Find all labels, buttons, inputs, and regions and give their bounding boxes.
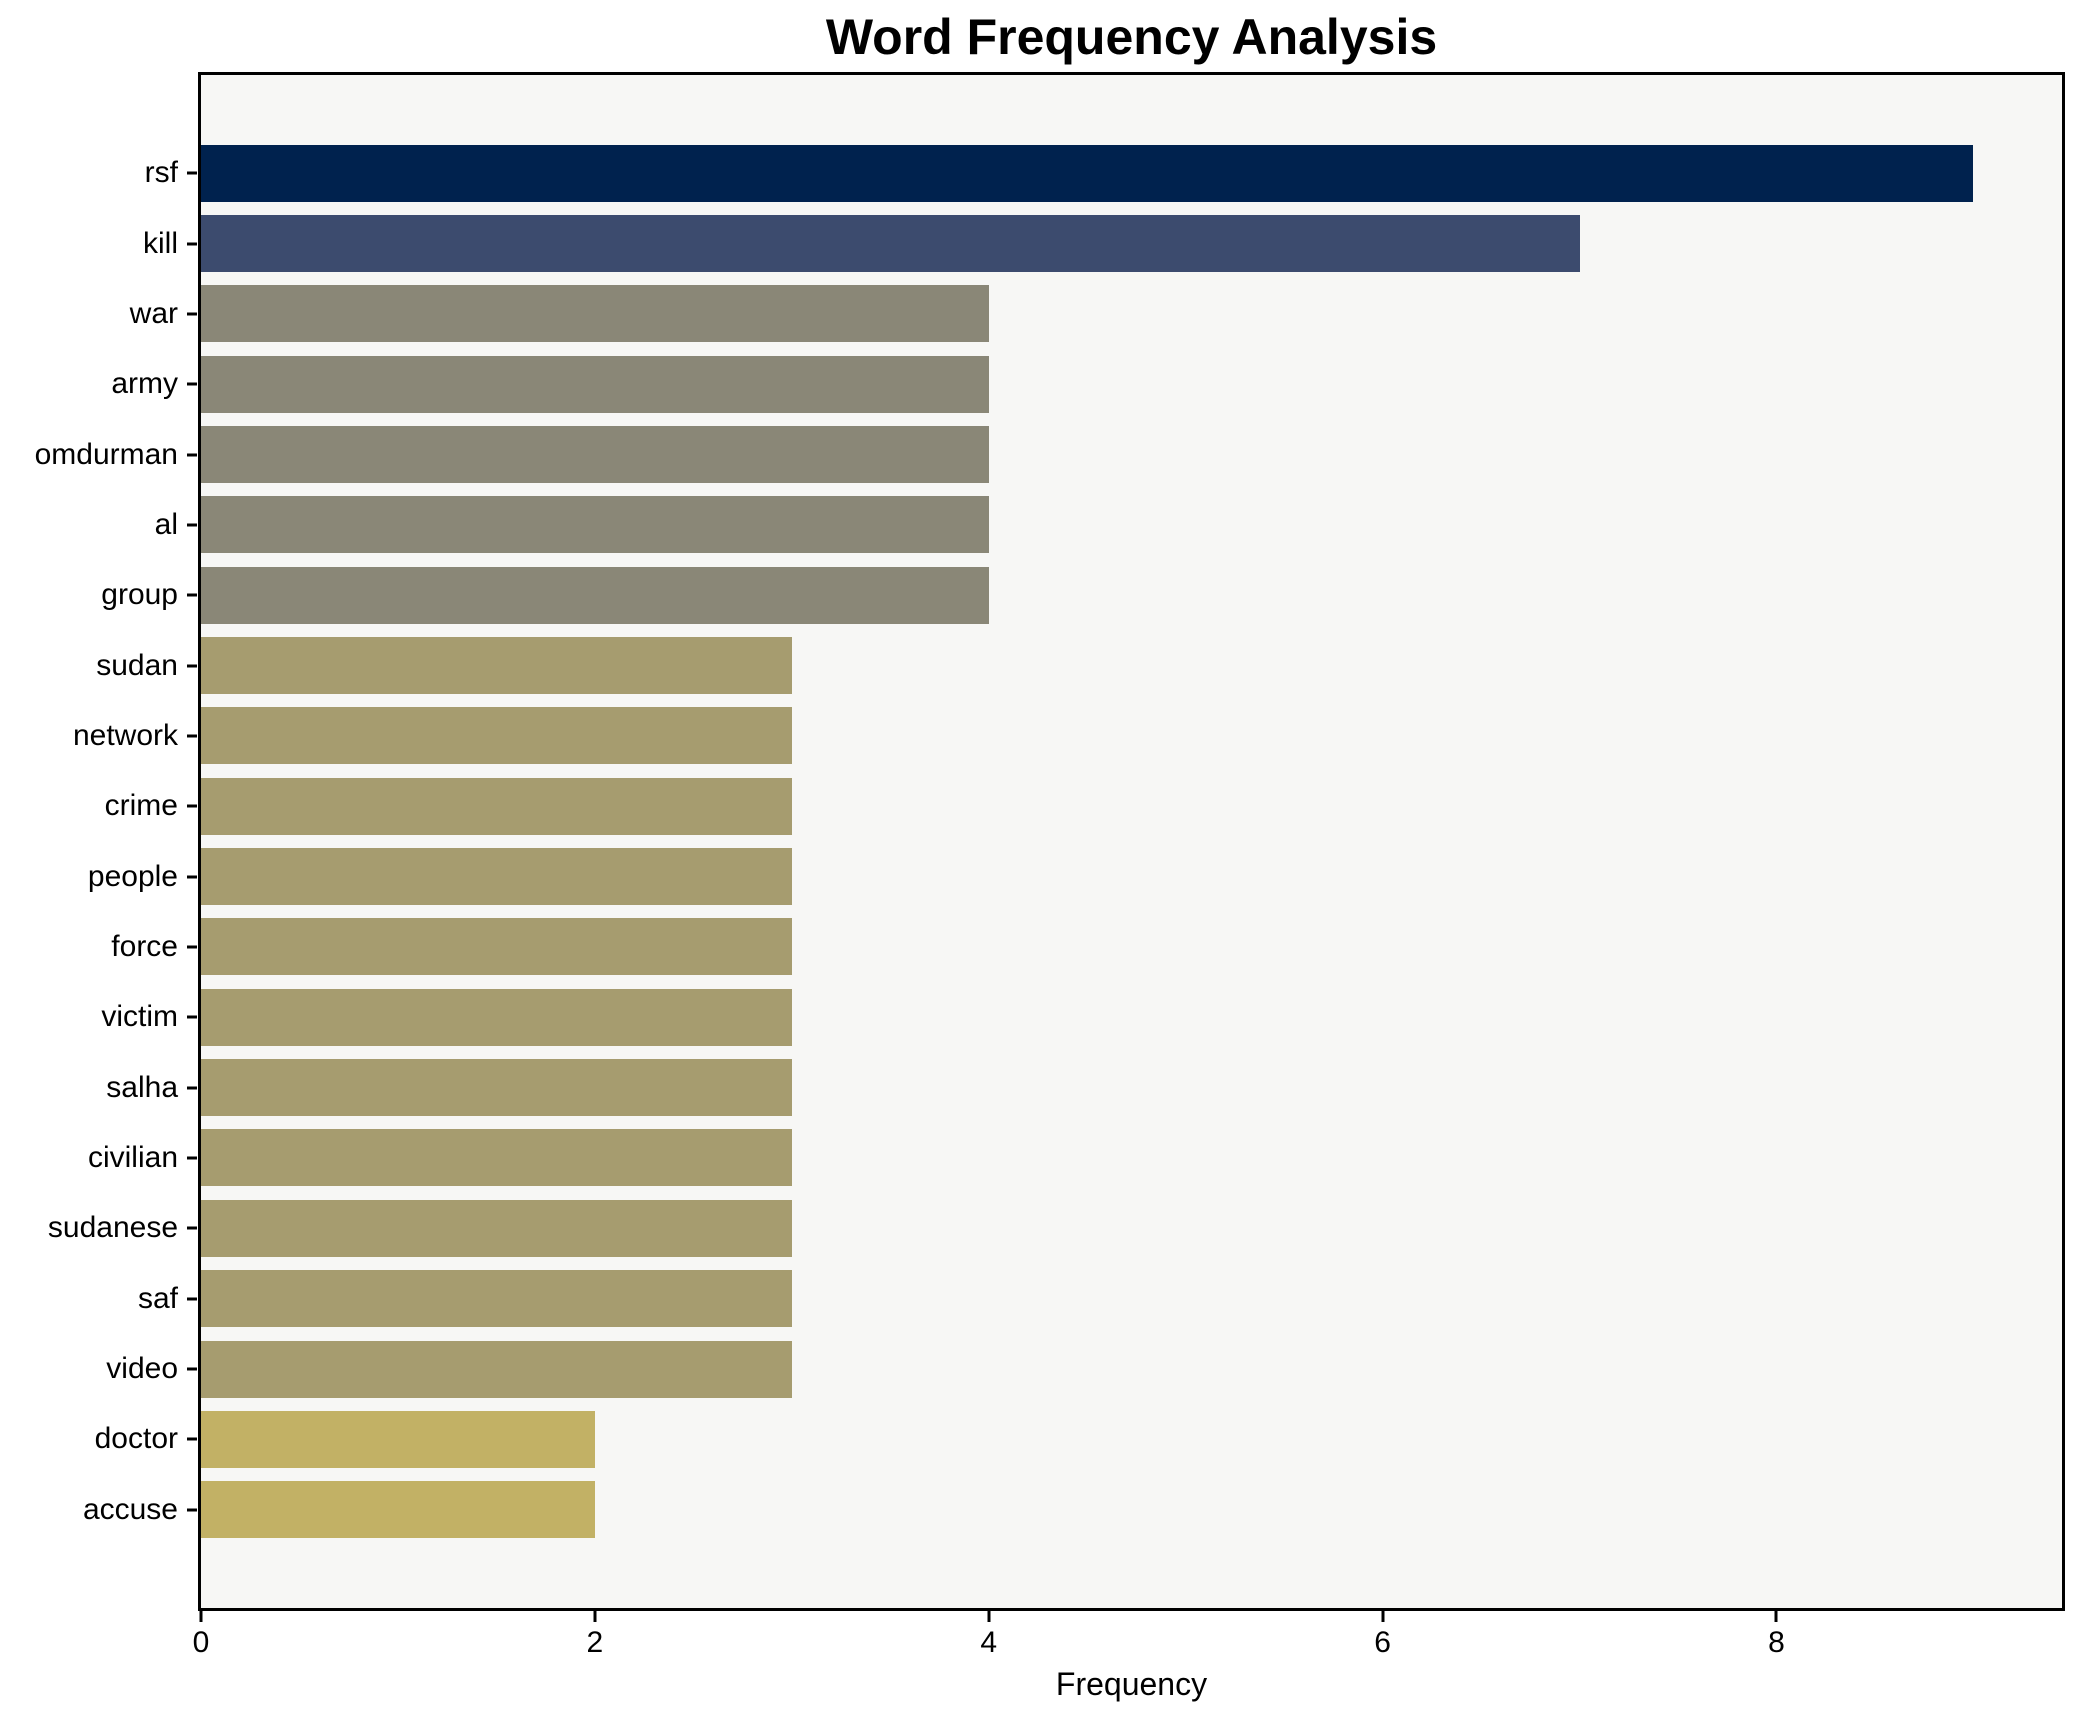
bar-row: civilian: [88, 1123, 2062, 1193]
bar-row: saf: [138, 1264, 2062, 1334]
y-tick-label: group: [101, 578, 178, 612]
frequency-bar: [201, 1270, 792, 1328]
x-tick-label: 4: [980, 1626, 998, 1659]
y-tick-label: accuse: [82, 1492, 178, 1526]
x-tick-mark: [987, 1611, 991, 1622]
frequency-bar: [201, 777, 792, 835]
plot-area: rsf kill war army omdurman al group sudan networ…: [35, 72, 2065, 1611]
bar-row: people: [88, 841, 2062, 911]
y-tick-mark: [187, 171, 197, 175]
y-tick-mark: [187, 1226, 197, 1230]
bar-row: rsf: [145, 138, 2062, 208]
y-tick-mark: [187, 1367, 197, 1371]
frequency-bar: [201, 988, 792, 1046]
bar-row: doctor: [95, 1404, 2062, 1474]
frequency-bar: [201, 215, 1580, 273]
frequency-bar: [201, 355, 989, 413]
y-tick-label: omdurman: [34, 437, 178, 471]
y-tick-label: sudanese: [47, 1211, 178, 1245]
y-tick-mark: [187, 1297, 197, 1301]
x-tick-mark: [593, 1611, 597, 1622]
bar-row: army: [111, 349, 2062, 419]
frequency-bar: [201, 1129, 792, 1187]
x-tick-label: 2: [586, 1626, 604, 1659]
y-tick-mark: [187, 945, 197, 949]
y-tick-mark: [187, 242, 197, 246]
frequency-bar: [201, 566, 989, 624]
bar-row: al: [155, 490, 2062, 560]
frequency-bar: [201, 707, 792, 765]
x-tick-mark: [199, 1611, 203, 1622]
y-tick-label: war: [129, 296, 178, 330]
y-tick-mark: [187, 1015, 197, 1019]
bar-row: force: [111, 912, 2062, 982]
x-tick-label: 0: [192, 1626, 210, 1659]
frequency-bar: [201, 1199, 792, 1257]
bar-row: group: [101, 560, 2062, 630]
y-tick-label: civilian: [87, 1140, 178, 1174]
y-tick-mark: [187, 1508, 197, 1512]
y-tick-mark: [187, 664, 197, 668]
bar-row: sudan: [96, 630, 2062, 700]
y-tick-mark: [187, 1437, 197, 1441]
bar-row: accuse: [83, 1475, 2062, 1545]
frequency-bar: [201, 1340, 792, 1398]
frequency-bar: [201, 1481, 595, 1539]
bar-row: kill: [143, 208, 2062, 278]
frequency-bar: [201, 285, 989, 343]
bar-row: omdurman: [35, 419, 2062, 489]
y-tick-label: crime: [104, 789, 178, 823]
y-tick-label: army: [111, 367, 178, 401]
y-tick-label: people: [87, 859, 178, 893]
y-tick-mark: [187, 593, 197, 597]
y-tick-label: sudan: [96, 648, 178, 682]
y-tick-label: victim: [101, 1000, 178, 1034]
x-axis-label: Frequency: [1055, 1666, 1208, 1702]
chart-title: Word Frequency Analysis: [825, 9, 1438, 65]
frequency-bar: [201, 918, 792, 976]
y-tick-label: rsf: [144, 156, 178, 190]
x-tick-label: 8: [1768, 1626, 1785, 1659]
y-tick-mark: [187, 312, 197, 316]
y-tick-mark: [187, 875, 197, 879]
y-tick-label: force: [111, 929, 178, 963]
bar-row: network: [73, 701, 2062, 771]
y-tick-label: video: [106, 1352, 178, 1386]
frequency-bar: [201, 496, 989, 554]
y-tick-label: network: [72, 718, 178, 752]
bar-row: war: [130, 279, 2062, 349]
y-tick-mark: [187, 804, 197, 808]
bar-row: video: [106, 1334, 2062, 1404]
y-tick-label: kill: [143, 226, 178, 260]
y-tick-mark: [187, 382, 197, 386]
x-tick-mark: [1381, 1611, 1385, 1622]
y-tick-mark: [187, 1086, 197, 1090]
frequency-bar: [201, 1410, 595, 1468]
y-tick-label: al: [154, 507, 178, 541]
y-tick-mark: [187, 453, 197, 457]
x-tick-mark: [1774, 1611, 1778, 1622]
bar-row: salha: [106, 1052, 2062, 1122]
frequency-bar: [201, 848, 792, 906]
bars-container: rsf kill war army omdurman al group sudan networ…: [35, 75, 2062, 1608]
frequency-bar: [201, 426, 989, 484]
bar-row: victim: [101, 982, 2062, 1052]
y-tick-mark: [187, 523, 197, 527]
y-tick-label: doctor: [94, 1422, 178, 1456]
bar-row: crime: [105, 771, 2062, 841]
bar-row: sudanese: [48, 1193, 2062, 1263]
y-tick-mark: [187, 1156, 197, 1160]
y-tick-label: saf: [137, 1281, 178, 1315]
frequency-bar: [201, 1059, 792, 1117]
frequency-bar: [201, 144, 1974, 202]
x-tick-label: 6: [1374, 1626, 1391, 1659]
frequency-bar: [201, 637, 792, 695]
y-tick-label: salha: [106, 1070, 178, 1104]
y-tick-mark: [187, 734, 197, 738]
